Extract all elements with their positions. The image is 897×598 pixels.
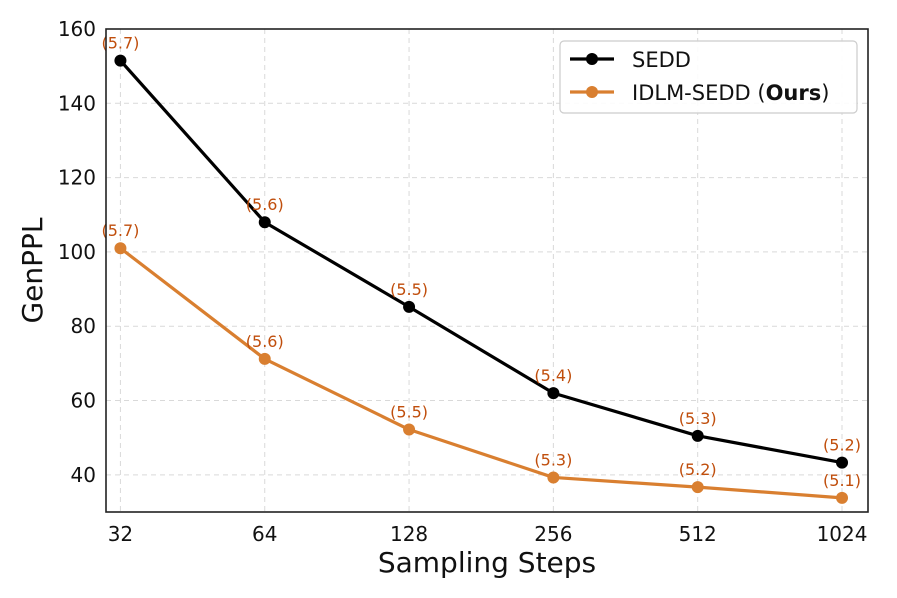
legend-label-sedd: SEDD (632, 48, 691, 72)
data-point-sedd (547, 387, 560, 400)
data-point-sedd (836, 456, 849, 469)
data-point-idlm-sedd (691, 481, 704, 494)
data-label-sedd: (5.4) (534, 366, 572, 385)
series-line-idlm-sedd (119, 246, 843, 500)
plot-frame (105, 28, 869, 513)
ticks: 40 60 80 100 120 140 160 32 64 128 256 512 1024 (58, 17, 868, 546)
data-point-sedd (258, 216, 271, 229)
data-point-idlm-sedd (836, 491, 849, 504)
data-label-idlm-sedd: (5.7) (101, 221, 139, 240)
series-idlm-sedd (114, 242, 849, 504)
y-tick-label: 40 (71, 463, 96, 487)
data-label-sedd: (5.3) (679, 409, 717, 428)
data-point-idlm-sedd (547, 471, 560, 484)
data-label-sedd: (5.6) (246, 195, 284, 214)
data-point-idlm-sedd (403, 423, 416, 436)
series-sedd (114, 54, 849, 469)
y-tick-label: 160 (58, 17, 96, 41)
x-tick-label: 512 (679, 522, 717, 546)
legend-marker-idlm-sedd (586, 86, 598, 98)
x-tick-label: 64 (252, 522, 277, 546)
x-tick-label: 256 (534, 522, 572, 546)
data-label-idlm-sedd: (5.3) (534, 450, 572, 469)
x-tick-label: 32 (108, 522, 133, 546)
legend-marker-sedd (586, 53, 598, 65)
data-label-sedd: (5.5) (390, 280, 428, 299)
data-point-sedd (114, 54, 127, 67)
y-axis-label: GenPPL (16, 217, 49, 323)
y-tick-label: 80 (71, 314, 96, 338)
legend-box (559, 40, 858, 114)
data-label-idlm-sedd: (5.6) (246, 332, 284, 351)
data-label-idlm-sedd: (5.2) (679, 460, 717, 479)
series-layer: (5.7) (5.6) (5.5) (5.4) (5.3) (5.2) (5.7) (5.6)… (101, 34, 861, 504)
data-label-sedd: (5.2) (823, 436, 861, 455)
data-label-idlm-sedd: (5.5) (390, 403, 428, 422)
series-line-sedd (119, 59, 843, 465)
y-tick-label: 140 (58, 91, 96, 115)
legend-label-idlm-sedd: IDLM-SEDD (Ours) (632, 81, 829, 105)
data-point-idlm-sedd (258, 352, 271, 365)
data-point-sedd (691, 429, 704, 442)
data-label-idlm-sedd: (5.1) (823, 471, 861, 490)
x-tick-label: 128 (390, 522, 428, 546)
x-axis-label: Sampling Steps (378, 546, 596, 579)
x-tick-label: 1024 (817, 522, 868, 546)
data-point-idlm-sedd (114, 242, 127, 255)
y-tick-label: 120 (58, 166, 96, 190)
data-label-sedd: (5.7) (101, 34, 139, 53)
legend: SEDD IDLM-SEDD (Ours) (559, 40, 858, 114)
data-point-sedd (403, 300, 416, 313)
y-tick-label: 100 (58, 240, 96, 264)
y-tick-label: 60 (71, 389, 96, 413)
